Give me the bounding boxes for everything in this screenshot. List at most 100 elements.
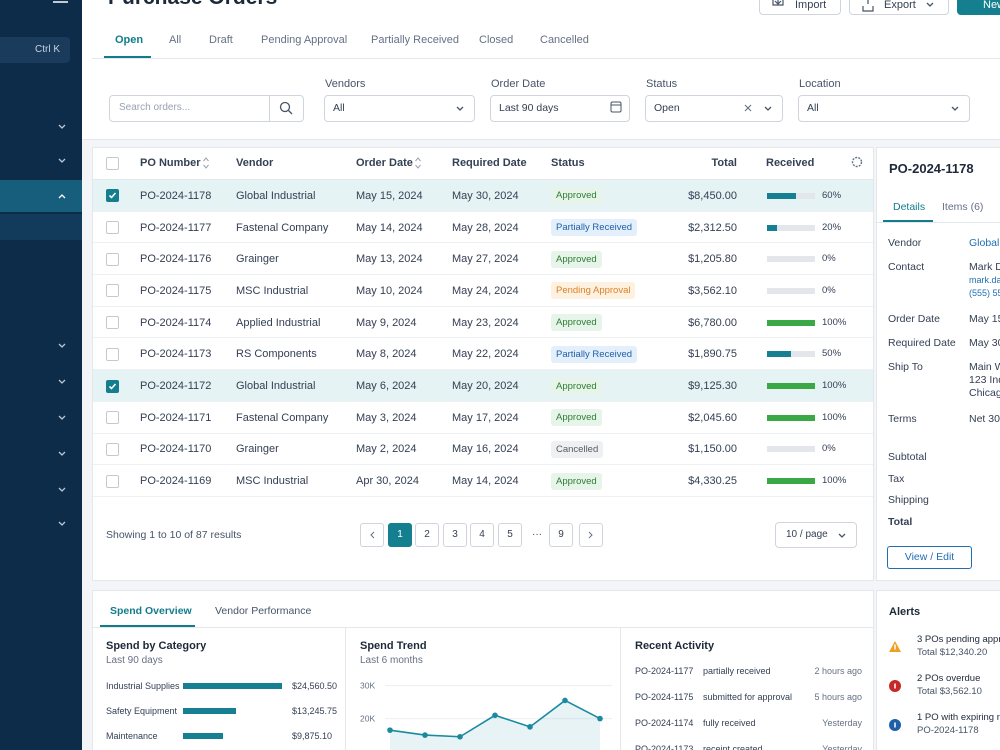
action-label: Export (884, 0, 916, 11)
page-label[interactable]: 9 (558, 529, 564, 540)
cell-total: $2,045.60 (688, 411, 737, 424)
row-checkbox[interactable] (106, 474, 119, 488)
row-checkbox[interactable] (106, 316, 119, 330)
tab[interactable]: All (169, 34, 182, 46)
detail-tab[interactable]: Details (893, 201, 926, 213)
detail-total: Tax (888, 472, 905, 485)
action-label: Import (795, 0, 827, 11)
nav-active[interactable] (0, 180, 82, 212)
detail-tab[interactable]: Items (6) (942, 201, 984, 213)
detail-button-label[interactable]: View / Edit (904, 551, 955, 563)
header-checkbox[interactable] (106, 157, 119, 170)
bar (183, 733, 223, 739)
overview-tab[interactable]: Spend Overview (110, 605, 192, 617)
filter-input[interactable] (324, 95, 475, 122)
table-row[interactable] (93, 465, 873, 497)
overview-tab[interactable]: Vendor Performance (215, 605, 312, 617)
row-checkbox[interactable] (106, 252, 119, 266)
progress-fill (767, 351, 791, 358)
table-row[interactable] (93, 180, 873, 212)
card-divider (620, 628, 621, 750)
page-summary: Showing 1 to 10 of 87 results (106, 529, 242, 541)
cell: May 28, 2024 (452, 221, 519, 234)
detail-button[interactable] (887, 546, 972, 569)
overview-tab-underline (100, 625, 195, 627)
row-checkbox[interactable] (106, 189, 119, 203)
row-checkbox[interactable] (106, 442, 119, 456)
table-row[interactable] (93, 211, 873, 244)
page-button[interactable] (470, 523, 494, 547)
table-row[interactable] (93, 401, 873, 434)
search-button[interactable] (269, 95, 304, 122)
category-label: Maintenance (106, 731, 158, 741)
cell: PO-2024-1175 (140, 284, 212, 297)
page-next[interactable] (579, 523, 603, 547)
action-button[interactable] (957, 0, 1000, 15)
status-badge: Pending Approval (551, 282, 636, 300)
page-button[interactable] (415, 523, 439, 547)
column-header[interactable]: Vendor (236, 157, 274, 169)
row-checkbox[interactable] (106, 284, 119, 298)
cell-total: $9,125.30 (688, 380, 737, 393)
page-label[interactable]: 1 (397, 529, 403, 540)
tab[interactable]: Partially Received (371, 34, 460, 46)
filter-input[interactable] (645, 95, 783, 122)
column-header[interactable]: Required Date (452, 157, 527, 169)
table-row[interactable] (93, 338, 873, 371)
cell: May 3, 2024 (356, 411, 417, 424)
tab[interactable]: Draft (209, 34, 233, 46)
column-header[interactable]: Status (551, 157, 585, 169)
page-button[interactable] (498, 523, 522, 547)
page-button[interactable] (388, 523, 412, 547)
cell-total: $8,450.00 (688, 189, 737, 202)
table-row[interactable] (93, 275, 873, 307)
row-checkbox[interactable] (106, 379, 119, 393)
progress-fill (767, 224, 777, 231)
category-label: Safety Equipment (106, 706, 178, 716)
row-checkbox[interactable] (106, 347, 119, 361)
page-prev[interactable] (360, 523, 384, 547)
row-checkbox[interactable] (106, 221, 119, 235)
table-row[interactable] (93, 433, 873, 466)
sidebar (0, 0, 82, 750)
cell: May 2, 2024 (356, 443, 417, 456)
column-header[interactable]: Received (766, 157, 815, 169)
tab[interactable]: Pending Approval (261, 34, 348, 46)
cell: MSC Industrial (236, 475, 309, 488)
activity-po: PO-2024-1173 (635, 744, 694, 750)
column-header[interactable]: Order Date (356, 157, 413, 169)
activity-action: submitted for approval (703, 692, 793, 702)
page-label[interactable]: 3 (452, 529, 458, 540)
cell-total: $1,150.00 (688, 443, 737, 456)
page-label[interactable]: 4 (479, 529, 485, 540)
page-button[interactable] (549, 523, 573, 547)
table-row[interactable] (93, 370, 873, 402)
activity-po: PO-2024-1177 (635, 666, 694, 676)
action-button[interactable] (849, 0, 949, 15)
filter-value: All (807, 102, 819, 114)
page-label[interactable]: 2 (424, 529, 430, 540)
table-row[interactable] (93, 243, 873, 276)
tab[interactable]: Open (115, 34, 144, 46)
row-checkbox[interactable] (106, 411, 119, 425)
search-shortcut[interactable] (0, 37, 70, 63)
detail-total: Total (888, 515, 913, 528)
filter-input[interactable] (490, 95, 630, 122)
detail-value: (555) 55 (969, 288, 1000, 298)
cell: May 27, 2024 (452, 253, 519, 266)
table-row[interactable] (93, 306, 873, 339)
status-badge: Approved (551, 250, 602, 268)
page-button[interactable] (443, 523, 467, 547)
filter-input[interactable] (798, 95, 970, 122)
cell: PO-2024-1173 (140, 348, 212, 361)
search-input[interactable] (109, 95, 304, 122)
page-label[interactable]: 5 (507, 529, 513, 540)
column-header[interactable]: Total (711, 157, 737, 169)
tab[interactable]: Cancelled (540, 34, 589, 46)
nav-sub[interactable] (0, 214, 82, 240)
progress-fill (767, 478, 815, 485)
tab[interactable]: Closed (479, 34, 514, 46)
cell: May 22, 2024 (452, 348, 519, 361)
column-header[interactable]: PO Number (140, 157, 201, 169)
activity-time: 5 hours ago (814, 692, 862, 702)
